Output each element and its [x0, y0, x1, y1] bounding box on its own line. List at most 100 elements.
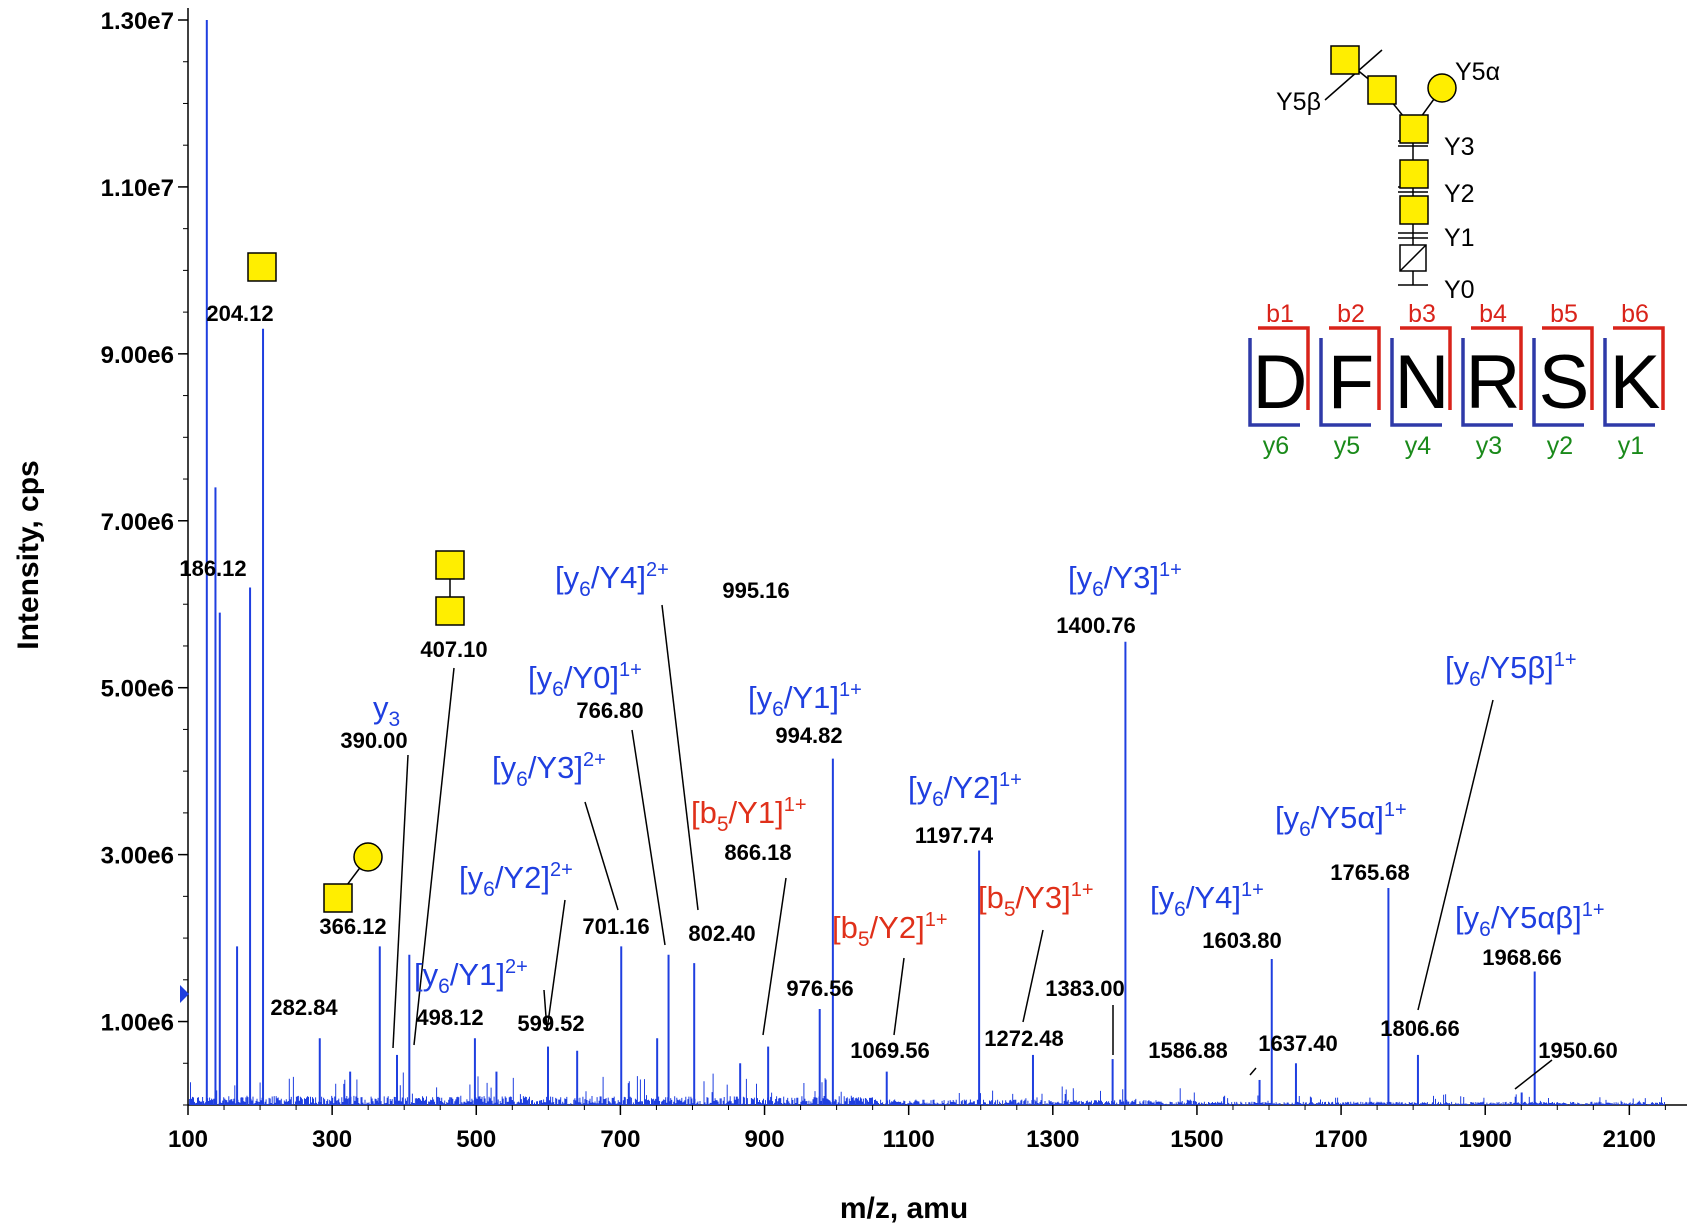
peak-label: 599.52 [517, 1011, 584, 1036]
noise-trace [188, 1072, 1665, 1105]
x-tick-label: 300 [312, 1126, 352, 1153]
y-ion-label: y6 [1263, 432, 1289, 460]
y-ion-bracket [1390, 338, 1442, 427]
axis-marker [180, 985, 189, 1003]
ion-body: /Y2] [944, 770, 999, 805]
b-ion-bracket [1542, 326, 1594, 410]
b-ion-bracket [1471, 326, 1523, 410]
amino-acid: F [1328, 340, 1374, 425]
peak-label: 498.12 [416, 1005, 483, 1030]
ion-charge: 2+ [550, 859, 573, 881]
peak-label: 802.40 [688, 921, 755, 946]
ion-subscript: 6 [1469, 668, 1481, 691]
ion-body: /Y2] [870, 910, 925, 945]
peak-label: 1197.74 [915, 823, 994, 848]
ion-annotation: [b5/Y2]1+ [832, 909, 948, 951]
y-ion-label: y4 [1405, 432, 1432, 460]
peak-label: 1637.40 [1258, 1031, 1338, 1056]
ion-annotation: [y6/Y1]1+ [748, 679, 862, 721]
ion-charge: 1+ [999, 769, 1022, 791]
ion-charge: 1+ [1241, 879, 1264, 901]
ion-annotation: y3 [373, 690, 400, 731]
ion-body: /Y5αβ] [1491, 900, 1582, 935]
x-tick-label: 1500 [1170, 1126, 1223, 1153]
ion-base: [y [1455, 900, 1480, 935]
peak-label: 1603.80 [1202, 928, 1282, 953]
ion-base: [y [414, 957, 439, 992]
ion-base: [y [1445, 650, 1470, 685]
peak-label: 995.16 [722, 578, 789, 603]
glycan-label-y3: Y3 [1444, 133, 1475, 161]
ion-body: /Y0] [564, 660, 619, 695]
ion-annotation: [b5/Y1]1+ [691, 794, 807, 836]
peak-label: 1968.66 [1482, 945, 1562, 970]
peak-label: 766.80 [576, 698, 643, 723]
glycan-label-y5b: Y5β [1276, 88, 1321, 116]
ion-base: [y [528, 660, 553, 695]
x-tick-label: 500 [456, 1126, 496, 1153]
ion-annotation: [y6/Y3]2+ [492, 749, 606, 791]
ion-subscript: 6 [932, 788, 944, 811]
ion-subscript: 6 [1479, 918, 1491, 941]
b-ion-label: b1 [1266, 300, 1294, 328]
ion-charge: 1+ [1554, 649, 1577, 671]
ion-body: /Y2] [495, 860, 550, 895]
ion-base: [y [1150, 880, 1175, 915]
ion-base: [y [908, 770, 933, 805]
ion-body: /Y3] [1016, 880, 1071, 915]
ion-base: [y [1275, 800, 1300, 835]
peptide-sequence: Db1 y6 Fb2 y5 Nb3 y4 Rb4 y3 Sb5 y2 Kb6 y1 [1248, 300, 1665, 460]
ion-body: /Y1] [784, 680, 839, 715]
b-ion-bracket [1400, 326, 1452, 410]
peak-label: 994.82 [775, 723, 842, 748]
y-axis-title: Intensity, cps [12, 460, 45, 650]
x-tick-label: 1700 [1314, 1126, 1367, 1153]
ion-annotation: [y6/Y0]1+ [528, 659, 642, 701]
ion-body: /Y1] [450, 957, 505, 992]
ion-charge: 2+ [505, 956, 528, 978]
ion-base: y [373, 690, 389, 725]
leader-line [1417, 699, 1494, 1011]
ion-annotations: y3[y6/Y4]2+[y6/Y0]1+[y6/Y3]2+[y6/Y2]2+[y… [373, 559, 1605, 998]
glycan-label-y1: Y1 [1444, 224, 1475, 252]
ion-subscript: 3 [389, 708, 401, 731]
ion-charge: 1+ [1384, 799, 1407, 821]
ion-subscript: 6 [772, 698, 784, 721]
y-ion-bracket [1461, 338, 1513, 427]
peaks [205, 20, 1536, 1105]
amino-acid: D [1253, 340, 1308, 425]
leader-line [893, 957, 905, 1036]
peak-label: 1400.76 [1056, 613, 1136, 638]
ion-annotation: [y6/Y2]1+ [908, 769, 1022, 811]
x-tick-label: 1100 [883, 1126, 935, 1153]
ion-annotation: [y6/Y4]2+ [555, 559, 669, 601]
y-ticks: 1.00e6 3.00e6 5.00e6 7.00e6 9.00e6 1.10e7 1.30… [101, 8, 188, 1106]
ion-charge: 1+ [925, 909, 948, 931]
amino-acid: R [1466, 340, 1521, 425]
ion-subscript: 6 [516, 768, 528, 791]
y-tick-label: 9.00e6 [101, 342, 174, 369]
ion-subscript: 6 [1299, 818, 1311, 841]
ion-subscript: 5 [717, 813, 729, 836]
b-ion-label: b5 [1550, 300, 1578, 328]
leader-line [392, 754, 409, 1049]
peak-label: 186.12 [179, 556, 246, 581]
x-ticks: 100 300 500 700 900 1100 1300 1500 1700 1900 2100 [168, 1105, 1666, 1153]
ion-base: [b [691, 795, 717, 830]
ion-annotation: [y6/Y5α]1+ [1275, 799, 1407, 841]
ion-body: /Y3] [528, 750, 583, 785]
b-ion-label: b4 [1479, 300, 1507, 328]
glycan-label-y0: Y0 [1444, 276, 1475, 304]
x-tick-label: 700 [600, 1126, 640, 1153]
glycan-structure [1324, 45, 1457, 286]
y-tick-label: 7.00e6 [101, 509, 174, 536]
ion-base: [y [555, 560, 580, 595]
b-ion-label: b6 [1621, 300, 1649, 328]
b-ion-bracket [1258, 326, 1310, 410]
hexnac-dimer-407 [435, 550, 465, 626]
glycopeptide-inset: Y5β Y5α Y3 Y2 Y1 Y0 Db1 y6 Fb2 y5 Nb3 y4 Rb4 y3… [1248, 45, 1665, 460]
peak-label: 366.12 [319, 914, 386, 939]
ion-body: /Y4] [1186, 880, 1241, 915]
amino-acid: K [1610, 340, 1661, 425]
ion-charge: 1+ [839, 679, 862, 701]
